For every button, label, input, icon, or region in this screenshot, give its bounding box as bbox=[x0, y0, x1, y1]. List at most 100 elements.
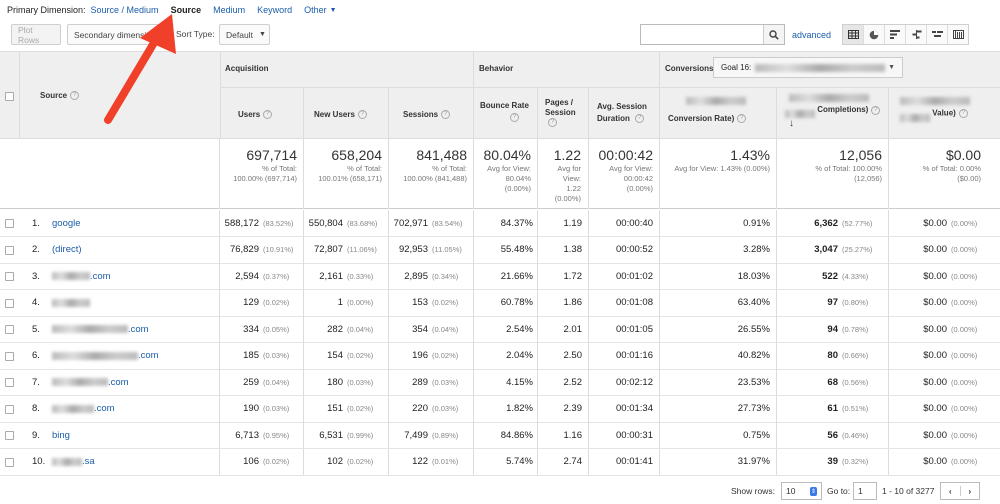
source-name[interactable]: .com bbox=[128, 323, 149, 335]
new-users-cell: 550,804 (83.68%) bbox=[305, 210, 387, 236]
percent-of-total: (0.33%) bbox=[347, 271, 374, 281]
row-checkbox[interactable] bbox=[5, 351, 14, 361]
prev-page-icon[interactable]: ‹ bbox=[941, 486, 961, 496]
new-users-cell: 102 (0.02%) bbox=[305, 449, 387, 475]
goal-select[interactable]: Goal 16: ▼ bbox=[713, 57, 903, 78]
select-all-checkbox[interactable] bbox=[5, 92, 14, 101]
duration-cell: 00:02:12 bbox=[590, 369, 653, 395]
sessions-cell: 354 (0.04%) bbox=[390, 316, 472, 342]
new-users-value: 282 bbox=[327, 323, 343, 335]
row-checkbox[interactable] bbox=[5, 298, 14, 308]
table-view-icon[interactable] bbox=[843, 25, 864, 44]
help-icon[interactable]: ? bbox=[263, 110, 273, 120]
help-icon[interactable]: ? bbox=[441, 110, 451, 120]
search-button[interactable] bbox=[763, 25, 784, 44]
percent-of-total: (0.34%) bbox=[432, 271, 459, 281]
source-name[interactable]: .com bbox=[94, 403, 115, 414]
show-rows-select[interactable]: 10 ⇕ bbox=[781, 482, 822, 500]
source-link[interactable]: .com bbox=[52, 369, 129, 395]
new-users-cell: 6,531 (0.99%) bbox=[305, 422, 387, 448]
users-header[interactable]: Users? bbox=[238, 110, 273, 120]
row-checkbox[interactable] bbox=[5, 431, 14, 440]
pivot-view-icon[interactable] bbox=[948, 25, 968, 44]
source-link[interactable]: google bbox=[52, 210, 81, 236]
goto-input[interactable]: 1 bbox=[853, 482, 877, 500]
new-users-header[interactable]: New Users? bbox=[314, 110, 367, 120]
percent-of-total: (0.02%) bbox=[432, 298, 459, 307]
term-cloud-view-icon[interactable] bbox=[927, 25, 948, 44]
help-icon[interactable]: ? bbox=[635, 114, 645, 124]
source-name[interactable]: bing bbox=[52, 429, 70, 441]
source-link[interactable]: .com bbox=[52, 316, 149, 342]
redacted-source bbox=[52, 457, 82, 466]
sort-type-select[interactable]: Default ▼ bbox=[219, 24, 270, 45]
completions-header[interactable]: Completions)? ↓ bbox=[785, 93, 885, 129]
row-checkbox[interactable] bbox=[5, 378, 14, 387]
users-value: 106 bbox=[243, 456, 259, 467]
source-link[interactable]: .com bbox=[52, 343, 159, 369]
value-value: $0.00 bbox=[923, 270, 947, 282]
chevron-down-icon[interactable]: ▼ bbox=[329, 6, 337, 14]
pages-session-header[interactable]: Pages / Session ? bbox=[545, 98, 576, 128]
pie-chart-view-icon[interactable] bbox=[864, 25, 885, 44]
pd-option-source[interactable]: Source bbox=[170, 5, 202, 15]
pd-option-source-medium[interactable]: Source / Medium bbox=[90, 5, 159, 15]
secondary-dimension-button[interactable]: Secondary dimension bbox=[67, 24, 165, 45]
row-checkbox[interactable] bbox=[5, 245, 14, 255]
users-cell: 259 (0.04%) bbox=[221, 369, 303, 395]
plot-rows-button[interactable]: Plot Rows bbox=[11, 24, 61, 45]
row-checkbox[interactable] bbox=[5, 404, 14, 414]
help-icon[interactable]: ? bbox=[871, 105, 881, 115]
row-checkbox[interactable] bbox=[5, 219, 14, 228]
help-icon[interactable]: ? bbox=[958, 109, 968, 118]
bounce-rate-header[interactable]: Bounce Rate? bbox=[480, 101, 529, 122]
pd-option-medium[interactable]: Medium bbox=[213, 5, 246, 15]
next-page-icon[interactable]: › bbox=[968, 486, 972, 496]
avg-session-duration-header[interactable]: Avg. Session Duration ? bbox=[597, 102, 647, 124]
source-name[interactable]: .com bbox=[90, 270, 111, 282]
percent-of-total: (0.00%) bbox=[951, 298, 978, 307]
help-icon[interactable]: ? bbox=[737, 114, 747, 124]
source-header[interactable]: Source? bbox=[40, 91, 80, 101]
conversion-rate-header[interactable]: Conversion Rate)? bbox=[668, 96, 773, 124]
row-checkbox[interactable] bbox=[5, 272, 14, 281]
sessions-cell: 92,953 (11.05%) bbox=[390, 237, 472, 263]
source-link[interactable]: .sa bbox=[52, 449, 95, 475]
percent-of-total: (0.04%) bbox=[432, 324, 459, 334]
performance-view-icon[interactable] bbox=[885, 25, 906, 44]
help-icon[interactable]: ? bbox=[548, 118, 557, 128]
percent-of-total: (0.05%) bbox=[263, 324, 290, 334]
source-name[interactable]: .com bbox=[138, 350, 159, 361]
source-link[interactable]: bing bbox=[52, 422, 70, 448]
percent-of-total: (0.03%) bbox=[263, 351, 290, 360]
help-icon[interactable]: ? bbox=[510, 113, 519, 122]
value-value: $0.00 bbox=[923, 323, 947, 335]
row-checkbox[interactable] bbox=[5, 325, 14, 334]
source-link[interactable]: .com bbox=[52, 396, 115, 422]
sort-desc-arrow-icon[interactable]: ↓ bbox=[789, 118, 794, 129]
sessions-header[interactable]: Sessions? bbox=[403, 110, 451, 120]
pd-option-other[interactable]: Other bbox=[304, 5, 327, 15]
table-row: 6. .com 185 (0.03%) 154 (0.02%) 196 (0.02%) 2.04… bbox=[0, 342, 1000, 370]
bounce-value: 2.54% bbox=[506, 323, 533, 335]
source-name[interactable]: (direct) bbox=[52, 244, 82, 255]
pd-option-keyword[interactable]: Keyword bbox=[257, 5, 293, 15]
conv-rate-cell: 31.97% bbox=[661, 449, 770, 475]
sessions-value: 289 bbox=[412, 376, 428, 388]
row-checkbox[interactable] bbox=[5, 457, 14, 467]
source-name[interactable]: google bbox=[52, 217, 81, 229]
advanced-filter-link[interactable]: advanced bbox=[792, 30, 832, 40]
source-link[interactable]: .com bbox=[52, 263, 111, 289]
value-header[interactable]: Value)? bbox=[900, 96, 995, 122]
source-link[interactable] bbox=[52, 290, 90, 316]
sort-type-value: Default bbox=[226, 29, 253, 40]
completions-value: 522 bbox=[822, 270, 838, 282]
source-name[interactable]: .com bbox=[108, 376, 129, 388]
source-name[interactable]: .sa bbox=[82, 456, 95, 467]
conv-rate-value: 40.82% bbox=[737, 350, 770, 361]
comparison-view-icon[interactable] bbox=[906, 25, 927, 44]
source-link[interactable]: (direct) bbox=[52, 237, 82, 263]
help-icon[interactable]: ? bbox=[70, 91, 80, 101]
table-search-input[interactable] bbox=[640, 24, 785, 45]
help-icon[interactable]: ? bbox=[357, 110, 367, 120]
